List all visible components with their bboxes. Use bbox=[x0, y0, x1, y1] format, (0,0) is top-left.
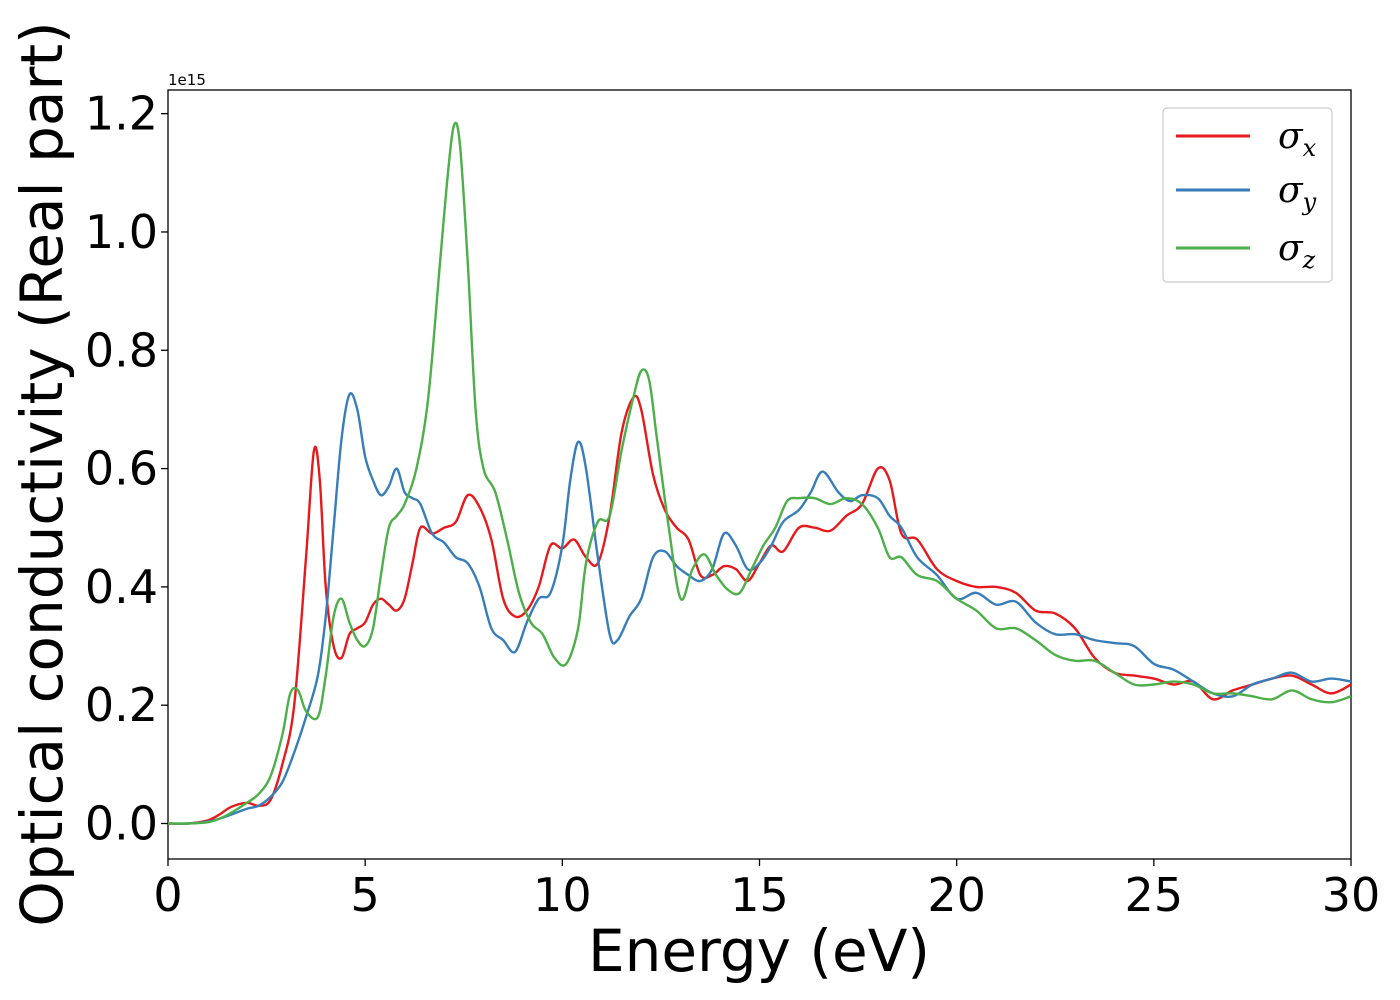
y-tick-label: 0.0 bbox=[85, 797, 158, 851]
plot-area: 0 5 10 15 20 25 30 0.0 0.2 0.4 0.6 0.8 1.0 1.2 bbox=[85, 87, 1380, 922]
y-tick-label: 1.2 bbox=[85, 87, 158, 141]
series-line-sigma-z bbox=[167, 121, 1352, 825]
y-tick-label: 0.6 bbox=[85, 442, 158, 496]
legend-entry-sigma-y: σy bbox=[1176, 170, 1317, 216]
y-tick-label: 1.0 bbox=[85, 205, 158, 259]
legend-label-sigma-z: σz bbox=[1278, 228, 1316, 274]
x-tick-label: 30 bbox=[1322, 868, 1381, 922]
y-tick-label: 0.4 bbox=[85, 560, 158, 614]
y-axis-title: Optical conductivity (Real part) bbox=[8, 21, 76, 926]
legend: σx σy σz bbox=[1162, 107, 1333, 283]
plot-frame bbox=[167, 89, 1352, 860]
x-tick-label: 25 bbox=[1125, 868, 1184, 922]
legend-entry-sigma-x: σx bbox=[1176, 116, 1317, 162]
y-tick-label: 0.2 bbox=[85, 678, 158, 732]
x-axis-title: Energy (eV) bbox=[588, 917, 930, 985]
series-line-sigma-y bbox=[167, 392, 1352, 825]
legend-label-sigma-x: σx bbox=[1278, 116, 1317, 162]
legend-entry-sigma-z: σz bbox=[1176, 228, 1316, 274]
x-tick-label: 10 bbox=[533, 868, 592, 922]
y-axis-ticks: 0.0 0.2 0.4 0.6 0.8 1.0 1.2 bbox=[85, 87, 168, 851]
y-axis-offset-label: 1e15 bbox=[168, 71, 206, 89]
y-tick-label: 0.8 bbox=[85, 323, 158, 377]
x-tick-label: 20 bbox=[927, 868, 986, 922]
legend-box bbox=[1162, 107, 1333, 283]
x-tick-label: 5 bbox=[351, 868, 380, 922]
series-layer bbox=[167, 121, 1352, 825]
legend-label-sigma-y: σy bbox=[1278, 170, 1317, 216]
x-tick-label: 15 bbox=[730, 868, 789, 922]
x-axis-ticks: 0 5 10 15 20 25 30 bbox=[153, 859, 1380, 922]
x-tick-label: 0 bbox=[153, 868, 182, 922]
